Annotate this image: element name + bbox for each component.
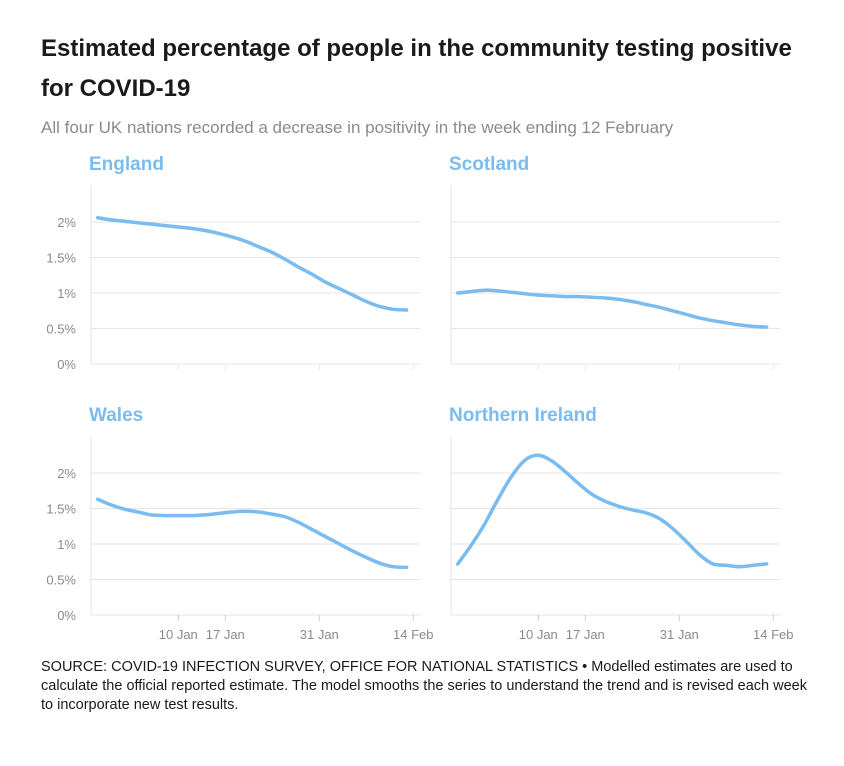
- x-tick-label: 31 Jan: [660, 627, 699, 642]
- x-tick-label: 10 Jan: [159, 627, 198, 642]
- y-tick-label: 0%: [57, 608, 76, 623]
- y-tick-label: 1%: [57, 286, 76, 301]
- y-tick-label: 0.5%: [46, 573, 76, 588]
- series-line-wales: [95, 497, 409, 570]
- small-multiples-chart: 0% 0.5% 1% 1.5% 2% 0% 0.5% 1% 1.5% 2% 10 Jan 17 Jan…: [46, 185, 794, 642]
- y-tick-label: 1%: [57, 537, 76, 552]
- x-tick-label: 10 Jan: [519, 627, 558, 642]
- y-tick-label: 0%: [57, 357, 76, 372]
- x-tick-label: 14 Feb: [393, 627, 433, 642]
- x-tick-label: 17 Jan: [566, 627, 605, 642]
- chart-subtitle: All four UK nations recorded a decrease …: [41, 118, 674, 137]
- series-line-scotland: [455, 288, 769, 329]
- panel-title-northern-ireland: Northern Ireland: [449, 405, 597, 426]
- series-line-northern-ireland: [455, 453, 769, 569]
- y-tick-label: 1.5%: [46, 251, 76, 266]
- source-note: SOURCE: COVID-19 INFECTION SURVEY, OFFIC…: [41, 659, 807, 713]
- x-tick-label: 17 Jan: [206, 627, 245, 642]
- panel-title-scotland: Scotland: [449, 154, 530, 175]
- x-tick-label: 14 Feb: [753, 627, 793, 642]
- series-line-england: [95, 215, 409, 312]
- chart-title: Estimated percentage of people in the co…: [41, 35, 792, 102]
- x-tick-label: 31 Jan: [300, 627, 339, 642]
- panel-title-wales: Wales: [89, 405, 144, 426]
- panel-title-england: England: [89, 154, 164, 175]
- y-tick-label: 0.5%: [46, 322, 76, 337]
- y-tick-label: 1.5%: [46, 502, 76, 517]
- y-tick-label: 2%: [57, 215, 76, 230]
- y-tick-label: 2%: [57, 466, 76, 481]
